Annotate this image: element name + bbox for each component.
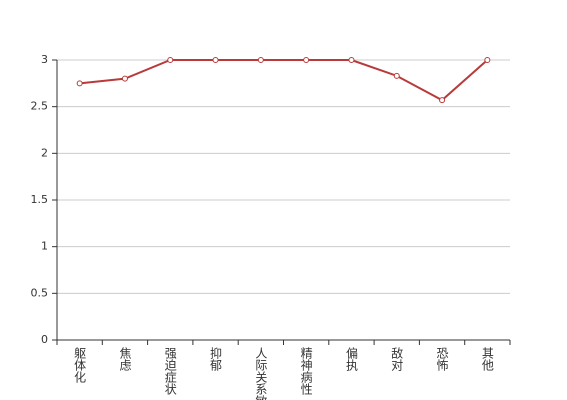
x-tick-label: 恐怖 bbox=[435, 347, 449, 371]
point bbox=[303, 57, 310, 63]
y-tick-label: 1.5 bbox=[31, 193, 49, 206]
y-tick-label: 0 bbox=[41, 333, 48, 346]
x-tick-label: 精神病性 bbox=[299, 347, 313, 396]
x-tick-label: 躯体化 bbox=[73, 346, 87, 384]
y-tick-label: 0.5 bbox=[31, 286, 49, 299]
x-tick-label: 抑郁 bbox=[209, 346, 223, 372]
x-tick-label: 其他 bbox=[480, 347, 494, 371]
y-tick-label: 1 bbox=[41, 240, 48, 253]
point bbox=[212, 57, 219, 63]
x-tick-label: 人际关系敏感 bbox=[254, 347, 268, 400]
x-tick-label: 强迫症状 bbox=[163, 347, 177, 395]
point bbox=[484, 57, 491, 63]
x-tick-label: 敌对 bbox=[390, 346, 404, 371]
point bbox=[439, 97, 446, 104]
x-tick-label: 焦虑 bbox=[118, 347, 132, 371]
line bbox=[79, 59, 489, 102]
point bbox=[121, 75, 128, 82]
point bbox=[167, 57, 174, 63]
point bbox=[76, 80, 83, 87]
y-tick-label: 2 bbox=[41, 146, 48, 159]
point bbox=[257, 57, 264, 63]
y-tick-label: 3 bbox=[41, 53, 48, 66]
point bbox=[348, 57, 355, 63]
point bbox=[393, 72, 400, 79]
y-tick-label: 2.5 bbox=[31, 100, 49, 113]
x-tick-label: 偏执 bbox=[344, 346, 358, 372]
